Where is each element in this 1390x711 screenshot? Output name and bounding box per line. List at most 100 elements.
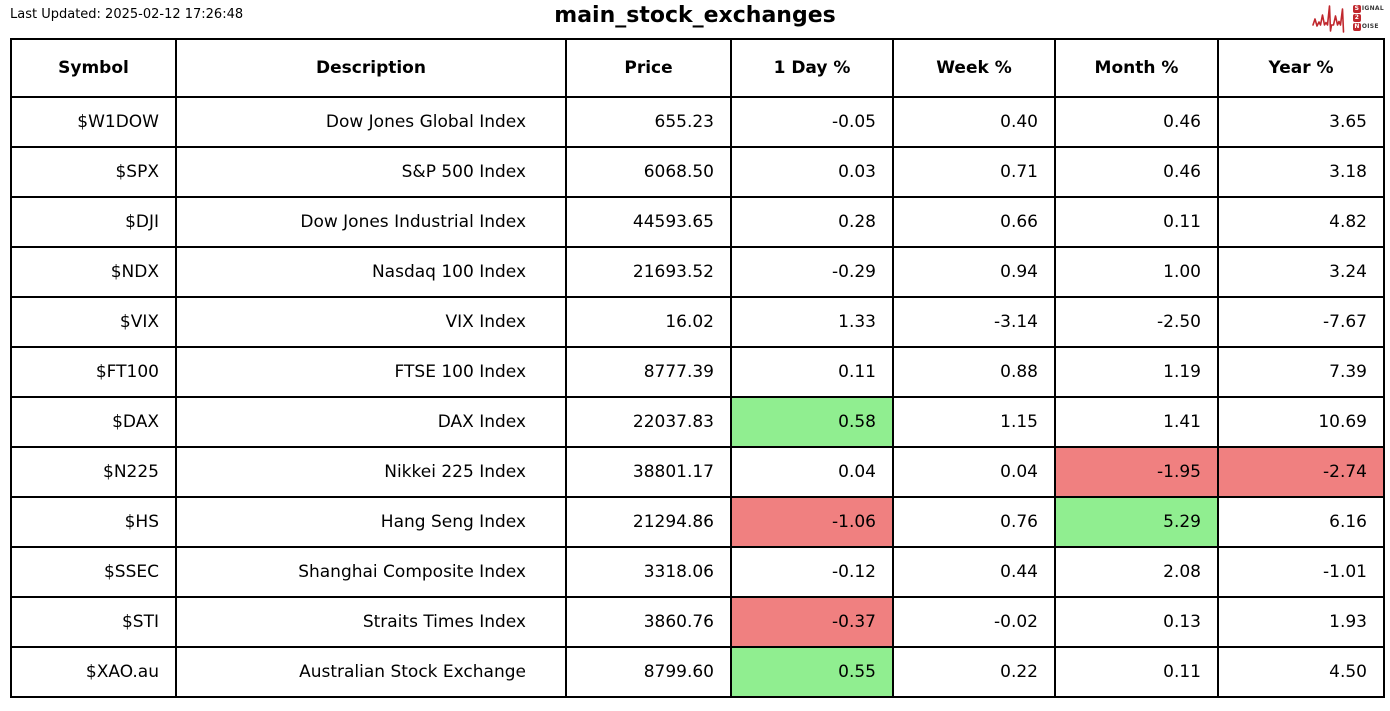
symbol-cell: $NDX bbox=[10, 246, 177, 298]
month-pct-cell: -2.50 bbox=[1054, 296, 1219, 348]
price-cell: 22037.83 bbox=[565, 396, 732, 448]
week-pct-cell: 0.66 bbox=[892, 196, 1056, 248]
price-cell: 3318.06 bbox=[565, 546, 732, 598]
table-row: $XAO.au Australian Stock Exchange 8799.60 0… bbox=[10, 646, 1385, 698]
table-row: $W1DOW Dow Jones Global Index 655.23 -0.05 0… bbox=[10, 96, 1385, 148]
day-pct-cell: 0.11 bbox=[730, 346, 894, 398]
description-cell: Dow Jones Global Index bbox=[175, 96, 567, 148]
price-cell: 21693.52 bbox=[565, 246, 732, 298]
month-pct-cell: 0.11 bbox=[1054, 646, 1219, 698]
month-pct-cell: 0.46 bbox=[1054, 96, 1219, 148]
table-row: $HS Hang Seng Index 21294.86 -1.06 0.76 5.29 6… bbox=[10, 496, 1385, 548]
symbol-cell: $SPX bbox=[10, 146, 177, 198]
day-pct-cell: 0.58 bbox=[730, 396, 894, 448]
signal2noise-logo: S IGNAL 2 N OISE bbox=[1312, 3, 1384, 33]
year-pct-cell: 3.65 bbox=[1217, 96, 1385, 148]
description-cell: Shanghai Composite Index bbox=[175, 546, 567, 598]
table-row: $N225 Nikkei 225 Index 38801.17 0.04 0.04 -1.… bbox=[10, 446, 1385, 498]
last-updated-label: Last Updated: 2025-02-12 17:26:48 bbox=[10, 7, 244, 22]
table-row: $NDX Nasdaq 100 Index 21693.52 -0.29 0.94 1.0… bbox=[10, 246, 1385, 298]
table-row: $SPX S&P 500 Index 6068.50 0.03 0.71 0.46 3.18 bbox=[10, 146, 1385, 198]
month-pct-cell: 0.46 bbox=[1054, 146, 1219, 198]
week-pct-cell: 0.88 bbox=[892, 346, 1056, 398]
year-pct-cell: 1.93 bbox=[1217, 596, 1385, 648]
table-body: $W1DOW Dow Jones Global Index 655.23 -0.05 0… bbox=[10, 96, 1385, 698]
year-pct-cell: -2.74 bbox=[1217, 446, 1385, 498]
description-cell: Australian Stock Exchange bbox=[175, 646, 567, 698]
year-pct-cell: -7.67 bbox=[1217, 296, 1385, 348]
month-pct-cell: 0.11 bbox=[1054, 196, 1219, 248]
year-pct-cell: 4.50 bbox=[1217, 646, 1385, 698]
logo-signal-rest: IGNAL bbox=[1361, 5, 1384, 12]
waveform-icon bbox=[1312, 5, 1345, 33]
year-pct-cell: 4.82 bbox=[1217, 196, 1385, 248]
logo-signal-line: S IGNAL bbox=[1352, 5, 1384, 13]
description-cell: Nikkei 225 Index bbox=[175, 446, 567, 498]
symbol-cell: $W1DOW bbox=[10, 96, 177, 148]
symbol-cell: $FT100 bbox=[10, 346, 177, 398]
symbol-cell: $N225 bbox=[10, 446, 177, 498]
logo-noise-rest: OISE bbox=[1361, 23, 1379, 30]
column-header-description: Description bbox=[175, 38, 567, 98]
price-cell: 8799.60 bbox=[565, 646, 732, 698]
week-pct-cell: 0.40 bbox=[892, 96, 1056, 148]
month-pct-cell: 5.29 bbox=[1054, 496, 1219, 548]
week-pct-cell: -3.14 bbox=[892, 296, 1056, 348]
week-pct-cell: 1.15 bbox=[892, 396, 1056, 448]
header-row: Symbol Description Price 1 Day % Week % … bbox=[10, 38, 1385, 98]
price-cell: 38801.17 bbox=[565, 446, 732, 498]
description-cell: DAX Index bbox=[175, 396, 567, 448]
year-pct-cell: 10.69 bbox=[1217, 396, 1385, 448]
year-pct-cell: -1.01 bbox=[1217, 546, 1385, 598]
symbol-cell: $SSEC bbox=[10, 546, 177, 598]
month-pct-cell: 2.08 bbox=[1054, 546, 1219, 598]
week-pct-cell: 0.94 bbox=[892, 246, 1056, 298]
symbol-cell: $DJI bbox=[10, 196, 177, 248]
week-pct-cell: 0.04 bbox=[892, 446, 1056, 498]
week-pct-cell: 0.71 bbox=[892, 146, 1056, 198]
year-pct-cell: 3.24 bbox=[1217, 246, 1385, 298]
top-bar: Last Updated: 2025-02-12 17:26:48 main_s… bbox=[0, 0, 1390, 38]
day-pct-cell: 0.03 bbox=[730, 146, 894, 198]
symbol-cell: $DAX bbox=[10, 396, 177, 448]
description-cell: Straits Times Index bbox=[175, 596, 567, 648]
description-cell: FTSE 100 Index bbox=[175, 346, 567, 398]
day-pct-cell: -0.05 bbox=[730, 96, 894, 148]
year-pct-cell: 3.18 bbox=[1217, 146, 1385, 198]
column-header-symbol: Symbol bbox=[10, 38, 177, 98]
day-pct-cell: -0.12 bbox=[730, 546, 894, 598]
day-pct-cell: -0.37 bbox=[730, 596, 894, 648]
month-pct-cell: -1.95 bbox=[1054, 446, 1219, 498]
symbol-cell: $XAO.au bbox=[10, 646, 177, 698]
price-cell: 655.23 bbox=[565, 96, 732, 148]
week-pct-cell: 0.44 bbox=[892, 546, 1056, 598]
table-row: $VIX VIX Index 16.02 1.33 -3.14 -2.50 -7.67 bbox=[10, 296, 1385, 348]
table-row: $STI Straits Times Index 3860.76 -0.37 -0.02… bbox=[10, 596, 1385, 648]
table-row: $DAX DAX Index 22037.83 0.58 1.15 1.41 10.69 bbox=[10, 396, 1385, 448]
description-cell: Dow Jones Industrial Index bbox=[175, 196, 567, 248]
description-cell: Nasdaq 100 Index bbox=[175, 246, 567, 298]
page-title: main_stock_exchanges bbox=[554, 3, 836, 28]
week-pct-cell: 0.22 bbox=[892, 646, 1056, 698]
year-pct-cell: 7.39 bbox=[1217, 346, 1385, 398]
month-pct-cell: 1.41 bbox=[1054, 396, 1219, 448]
column-header-month-pct: Month % bbox=[1054, 38, 1219, 98]
symbol-cell: $STI bbox=[10, 596, 177, 648]
column-header-year-pct: Year % bbox=[1217, 38, 1385, 98]
day-pct-cell: 0.04 bbox=[730, 446, 894, 498]
table-row: $DJI Dow Jones Industrial Index 44593.65 0.… bbox=[10, 196, 1385, 248]
logo-text: S IGNAL 2 N OISE bbox=[1352, 5, 1384, 31]
column-header-1day-pct: 1 Day % bbox=[730, 38, 894, 98]
logo-noise-line: N OISE bbox=[1352, 23, 1384, 31]
logo-n-badge: N bbox=[1352, 23, 1361, 31]
logo-s-badge: S bbox=[1352, 5, 1361, 13]
week-pct-cell: 0.76 bbox=[892, 496, 1056, 548]
column-header-week-pct: Week % bbox=[892, 38, 1056, 98]
price-cell: 21294.86 bbox=[565, 496, 732, 548]
description-cell: S&P 500 Index bbox=[175, 146, 567, 198]
month-pct-cell: 1.00 bbox=[1054, 246, 1219, 298]
month-pct-cell: 1.19 bbox=[1054, 346, 1219, 398]
table-row: $SSEC Shanghai Composite Index 3318.06 -0.1… bbox=[10, 546, 1385, 598]
day-pct-cell: 0.55 bbox=[730, 646, 894, 698]
